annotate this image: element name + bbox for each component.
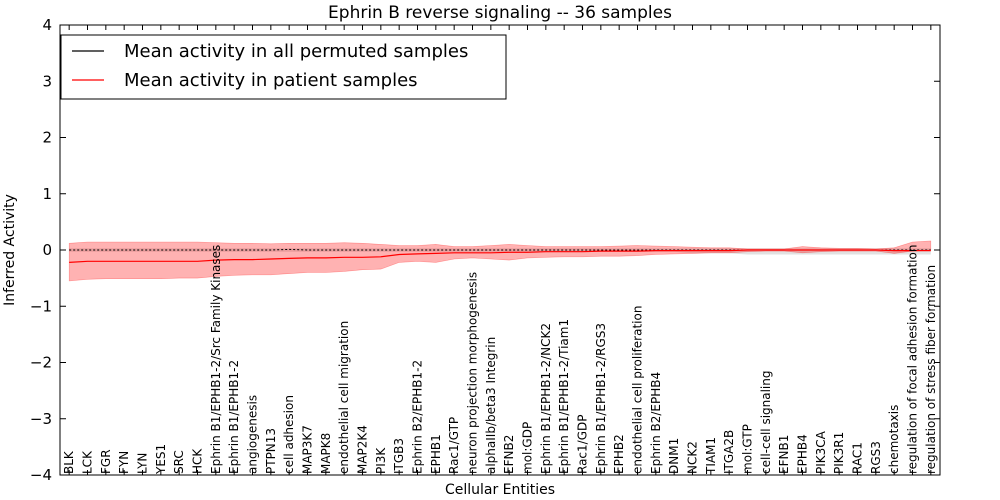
y-tick-label: −2	[30, 354, 52, 372]
x-tick-label: mol:GDP	[521, 422, 535, 474]
legend-box	[60, 34, 507, 100]
x-tick-label: MAPK8	[319, 433, 333, 474]
x-tick-label: RGS3	[869, 441, 883, 474]
x-tick-label: Rac1/GDP	[576, 415, 590, 474]
patient-mean-line	[69, 249, 931, 263]
x-tick-label: Ephrin B2/EPHB1-2	[411, 360, 425, 474]
x-tick-label: cell adhesion	[282, 395, 296, 474]
y-tick-label: 2	[42, 129, 52, 147]
x-tick-label: TIAM1	[704, 437, 718, 475]
x-tick-label: HCK	[191, 448, 205, 474]
x-tick-label: endothelial cell proliferation	[631, 306, 645, 474]
x-tick-label: NCK2	[686, 441, 700, 474]
x-tick-label: chemotaxis	[887, 405, 901, 474]
y-tick-label: 4	[42, 16, 52, 34]
x-tick-label: BLK	[62, 450, 76, 474]
x-tick-label: PI3K	[374, 447, 388, 474]
legend-label-patient: Mean activity in patient samples	[124, 70, 418, 91]
x-tick-label: endothelial cell migration	[337, 321, 351, 474]
x-tick-label: cell-cell signaling	[759, 371, 773, 475]
x-tick-label: RAC1	[851, 442, 865, 474]
y-tick-label: 1	[42, 185, 52, 203]
x-tick-label: PIK3R1	[832, 432, 846, 474]
x-tick-label: PTPN13	[264, 428, 278, 474]
x-tick-label: alphaIIb/beta3 Integrin	[484, 337, 498, 474]
permuted-band	[69, 248, 931, 255]
x-tick-label: DNM1	[667, 438, 681, 474]
x-tick-label: SRC	[172, 450, 186, 474]
y-tick-label: −4	[30, 466, 52, 484]
x-tick-label: Ephrin B1/EPHB1-2	[227, 360, 241, 474]
y-tick-label: 0	[42, 241, 52, 259]
legend: Mean activity in all permuted samples Me…	[60, 34, 507, 100]
x-tick-label: EPHB1	[429, 434, 443, 474]
x-tick-label: regulation of focal adhesion formation	[906, 245, 920, 474]
chart-title: Ephrin B reverse signaling -- 36 samples	[328, 3, 672, 23]
x-tick-label: YES1	[154, 444, 168, 475]
x-tick-label: regulation of stress fiber formation	[924, 265, 938, 474]
y-tick-label: 3	[42, 72, 52, 90]
x-tick-label: ITGB3	[392, 438, 406, 474]
x-tick-label: EFNB2	[502, 435, 516, 474]
x-tick-label: Ephrin B1/EPHB1-2/NCK2	[539, 323, 553, 474]
x-tick-label: FYN	[117, 451, 131, 474]
x-tick-label: Ephrin B1/EPHB1-2/Tiam1	[557, 319, 571, 474]
x-tick-label: angiogenesis	[246, 395, 260, 474]
plot-area: 4 3 2 1 0 −1 −2 −3 −4 BLK LCK FGR FYN LYN YES1 SRC HCK Ep…	[30, 16, 941, 484]
x-tick-label: Ephrin B1/EPHB1-2/Src Family Kinases	[209, 245, 223, 474]
x-tick-label: LYN	[136, 453, 150, 474]
y-axis-label: Inferred Activity	[2, 194, 18, 306]
x-tick-label: Ephrin B2/EPHB4	[649, 372, 663, 474]
legend-label-permuted: Mean activity in all permuted samples	[124, 41, 468, 62]
x-tick-label: ITGA2B	[722, 430, 736, 474]
y-tick-label: −1	[30, 297, 52, 315]
x-tick-label: EFNB1	[777, 435, 791, 474]
x-tick-label: Rac1/GTP	[447, 417, 461, 474]
y-tick-label: −3	[30, 410, 52, 428]
x-tick-label: LCK	[81, 450, 95, 474]
x-tick-label: EPHB2	[612, 434, 626, 474]
x-tick-label: neuron projection morphogenesis	[466, 272, 480, 474]
x-tick-label: Ephrin B1/EPHB1-2/RGS3	[594, 323, 608, 474]
x-tick-label: PIK3CA	[814, 430, 828, 474]
x-tick-label: MAP3K7	[301, 425, 315, 474]
x-axis-label: Cellular Entities	[445, 482, 555, 498]
x-tick-label: FGR	[99, 449, 113, 474]
x-tick-label: MAP2K4	[356, 425, 370, 474]
x-tick-label: EPHB4	[796, 434, 810, 474]
x-tick-label: mol:GTP	[741, 424, 755, 474]
